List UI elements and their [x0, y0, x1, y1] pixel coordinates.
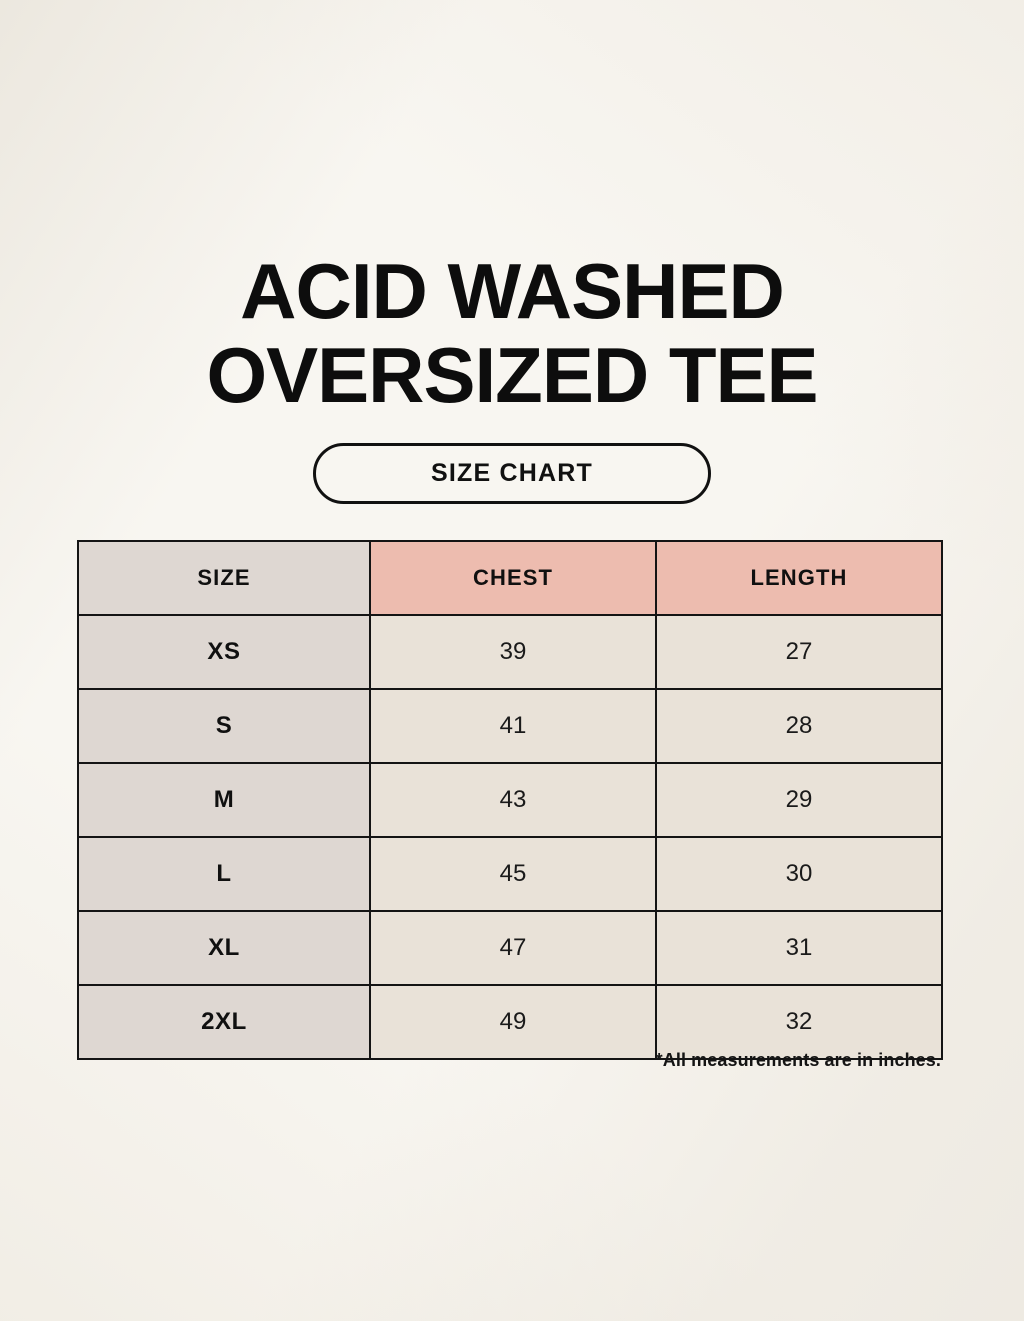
- column-header-size-label: SIZE: [197, 565, 251, 590]
- title-line-1: ACID WASHED: [240, 247, 785, 335]
- size-chart-table: SIZE CHEST LENGTH XS 39 27 S: [77, 540, 943, 1060]
- cell-length: 31: [655, 910, 943, 986]
- cell-length-value: 32: [785, 1008, 813, 1035]
- column-header-chest: CHEST: [369, 540, 657, 616]
- cell-chest: 39: [369, 614, 657, 690]
- cell-chest-value: 49: [499, 1008, 527, 1035]
- cell-length: 30: [655, 836, 943, 912]
- cell-chest-value: 47: [499, 934, 527, 961]
- cell-chest-value: 41: [499, 712, 527, 739]
- cell-size: XL: [77, 910, 371, 986]
- cell-size-value: M: [213, 786, 235, 813]
- cell-length: 29: [655, 762, 943, 838]
- table-header-row: SIZE CHEST LENGTH: [77, 540, 943, 616]
- size-chart-badge: SIZE CHART: [313, 443, 711, 504]
- cell-size-value: S: [215, 712, 233, 739]
- measurement-units-note: *All measurements are in inches.: [655, 1050, 941, 1070]
- cell-size: 2XL: [77, 984, 371, 1060]
- size-chart-badge-container: SIZE CHART: [0, 443, 1024, 504]
- cell-length: 32: [655, 984, 943, 1060]
- cell-length-value: 30: [785, 860, 813, 887]
- cell-length-value: 29: [785, 786, 813, 813]
- table-row: XL 47 31: [77, 910, 943, 986]
- cell-length: 27: [655, 614, 943, 690]
- cell-chest: 49: [369, 984, 657, 1060]
- table-row: XS 39 27: [77, 614, 943, 690]
- column-header-size: SIZE: [77, 540, 371, 616]
- cell-chest: 47: [369, 910, 657, 986]
- cell-size-value: 2XL: [201, 1008, 247, 1035]
- column-header-length: LENGTH: [655, 540, 943, 616]
- page-title: ACID WASHED OVERSIZED TEE: [0, 252, 1024, 414]
- column-header-length-label: LENGTH: [750, 565, 848, 590]
- table-row: L 45 30: [77, 836, 943, 912]
- cell-size: M: [77, 762, 371, 838]
- table-body: XS 39 27 S 41 28 M 43 29 L 45 30: [77, 614, 943, 1060]
- size-chart-badge-label: SIZE CHART: [431, 459, 593, 487]
- size-chart-table-container: SIZE CHEST LENGTH XS 39 27 S: [77, 540, 943, 1060]
- cell-length-value: 28: [785, 712, 813, 739]
- cell-chest-value: 43: [499, 786, 527, 813]
- cell-size: XS: [77, 614, 371, 690]
- cell-size: S: [77, 688, 371, 764]
- title-line-2: OVERSIZED TEE: [206, 331, 818, 419]
- cell-size-value: XS: [207, 638, 241, 665]
- cell-chest: 41: [369, 688, 657, 764]
- cell-size-value: XL: [208, 934, 240, 961]
- cell-length: 28: [655, 688, 943, 764]
- table-row: 2XL 49 32: [77, 984, 943, 1060]
- cell-size-value: L: [216, 860, 232, 887]
- cell-length-value: 27: [785, 638, 813, 665]
- column-header-chest-label: CHEST: [472, 565, 554, 590]
- table-row: M 43 29: [77, 762, 943, 838]
- cell-chest: 43: [369, 762, 657, 838]
- cell-chest-value: 39: [499, 638, 527, 665]
- cell-chest: 45: [369, 836, 657, 912]
- table-header: SIZE CHEST LENGTH: [77, 540, 943, 616]
- table-row: S 41 28: [77, 688, 943, 764]
- cell-chest-value: 45: [499, 860, 527, 887]
- cell-size: L: [77, 836, 371, 912]
- cell-length-value: 31: [785, 934, 813, 961]
